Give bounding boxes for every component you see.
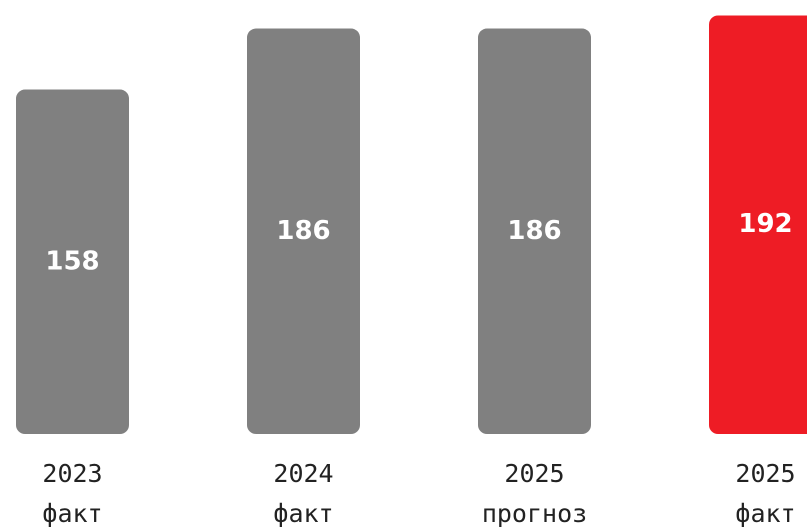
bar — [247, 28, 360, 435]
category-label: прогноз — [482, 499, 587, 528]
value-label: 186 — [507, 216, 561, 246]
category-label: 2023 — [42, 459, 102, 488]
category-label: 2025 — [504, 459, 564, 488]
category-label: 2025 — [735, 459, 795, 488]
value-label: 186 — [276, 216, 330, 246]
value-label: 158 — [45, 246, 99, 276]
value-label: 192 — [738, 209, 792, 239]
category-label: факт — [273, 499, 333, 528]
bar — [709, 15, 807, 434]
bar — [478, 28, 591, 435]
bar — [16, 89, 129, 434]
category-label: 2024 — [273, 459, 333, 488]
category-label: факт — [735, 499, 795, 528]
category-label: факт — [42, 499, 102, 528]
